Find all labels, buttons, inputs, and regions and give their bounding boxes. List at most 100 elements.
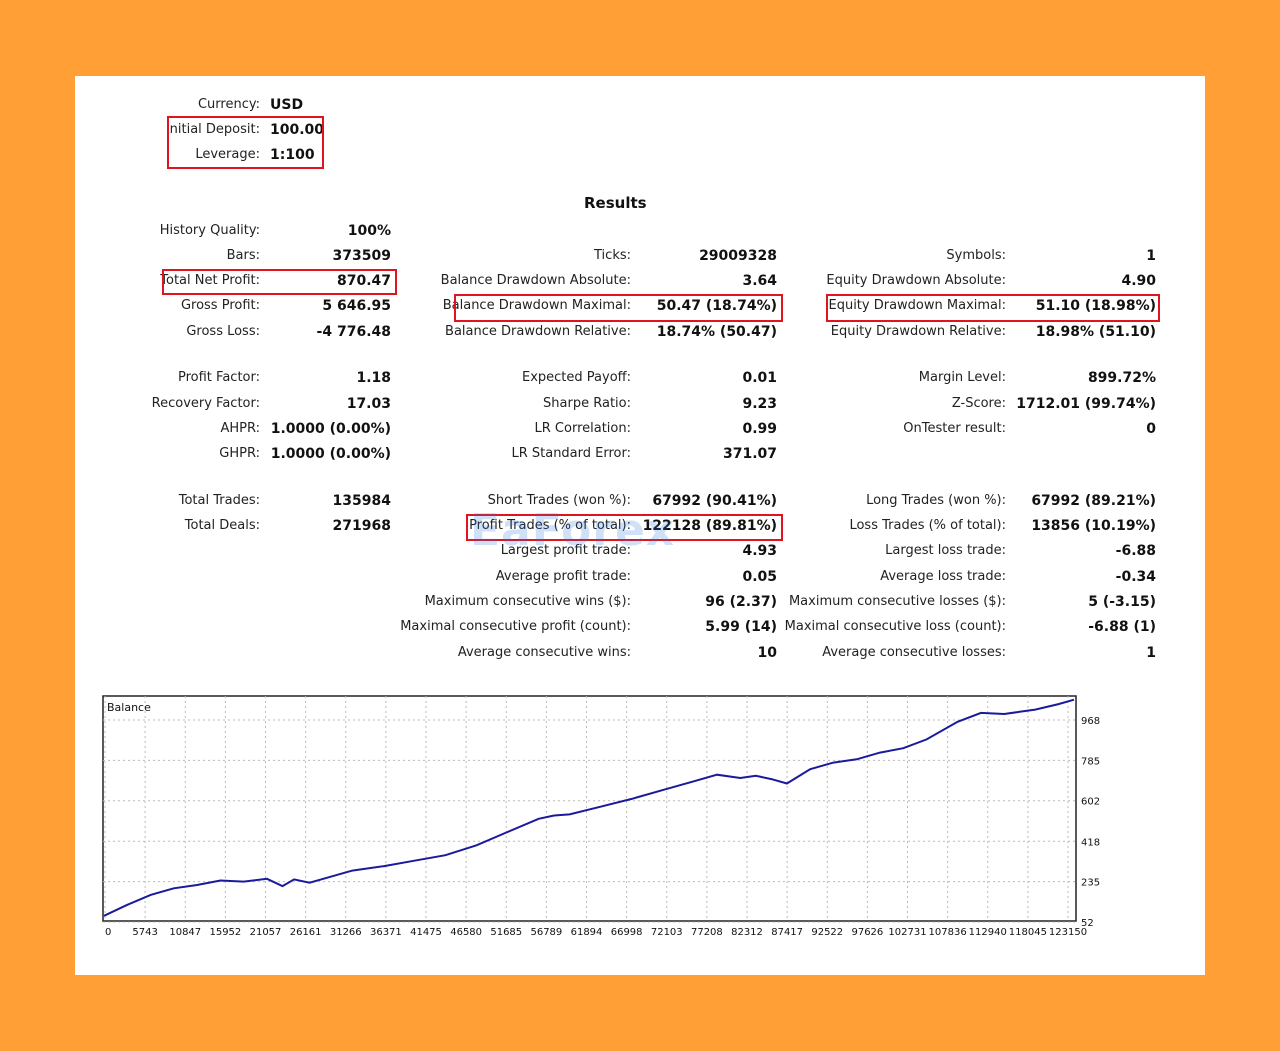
profit-factor-label: Profit Factor: bbox=[178, 370, 260, 385]
symbols-label: Symbols: bbox=[946, 248, 1006, 263]
y-tick-label: 968 bbox=[1081, 716, 1100, 727]
equity-dd-absolute-label: Equity Drawdown Absolute: bbox=[826, 273, 1006, 288]
max-consec-loss-value: -6.88 (1) bbox=[1088, 619, 1156, 635]
symbols-value: 1 bbox=[1146, 248, 1156, 264]
x-tick-label: 41475 bbox=[410, 927, 442, 938]
x-tick-label: 92522 bbox=[811, 927, 843, 938]
ticks-value: 29009328 bbox=[699, 248, 777, 264]
equity-dd-highlight bbox=[826, 294, 1160, 322]
max-consec-losses-value: 5 (-3.15) bbox=[1088, 594, 1156, 610]
balance-dd-absolute-label: Balance Drawdown Absolute: bbox=[440, 273, 631, 288]
y-tick-label: 52 bbox=[1081, 918, 1094, 929]
balance-dd-highlight bbox=[454, 294, 783, 322]
expected-payoff-label: Expected Payoff: bbox=[522, 370, 631, 385]
sharpe-ratio-label: Sharpe Ratio: bbox=[543, 396, 631, 411]
z-score-value: 1712.01 (99.74%) bbox=[1016, 396, 1156, 412]
margin-level-value: 899.72% bbox=[1087, 370, 1156, 386]
results-title: Results bbox=[584, 194, 647, 212]
x-tick-label: 36371 bbox=[370, 927, 402, 938]
max-consec-profit-label: Maximal consecutive profit (count): bbox=[400, 619, 631, 634]
y-axis-ticks: 52 235 418 602 785 968 bbox=[1081, 716, 1100, 929]
loss-trades-label: Loss Trades (% of total): bbox=[849, 518, 1006, 533]
bars-label: Bars: bbox=[226, 248, 260, 263]
loss-trades-value: 13856 (10.19%) bbox=[1031, 518, 1156, 534]
average-profit-label: Average profit trade: bbox=[495, 569, 631, 584]
ghpr-label: GHPR: bbox=[219, 446, 260, 461]
max-consec-profit-value: 5.99 (14) bbox=[705, 619, 777, 635]
x-tick-label: 15952 bbox=[209, 927, 241, 938]
equity-dd-maximal-value: 51.10 (18.98%) bbox=[1035, 298, 1156, 314]
x-tick-label: 5743 bbox=[132, 927, 157, 938]
ahpr-value: 1.0000 (0.00%) bbox=[270, 421, 391, 437]
ontester-value: 0 bbox=[1146, 421, 1156, 437]
gross-loss-label: Gross Loss: bbox=[186, 324, 260, 339]
balance-dd-maximal-value: 50.47 (18.74%) bbox=[656, 298, 777, 314]
gross-profit-value: 5 646.95 bbox=[322, 298, 391, 314]
initial-deposit-label: Initial Deposit: bbox=[165, 122, 260, 137]
currency-label: Currency: bbox=[197, 97, 260, 112]
x-tick-label: 10847 bbox=[169, 927, 201, 938]
x-tick-label: 97626 bbox=[851, 927, 883, 938]
profit-trades-value: 122128 (89.81%) bbox=[642, 518, 777, 534]
profit-trades-label: Profit Trades (% of total): bbox=[469, 518, 631, 533]
x-tick-label: 46580 bbox=[450, 927, 482, 938]
leverage-value: 1:100 bbox=[270, 147, 315, 163]
balance-series-line bbox=[103, 698, 1075, 917]
expected-payoff-value: 0.01 bbox=[742, 370, 777, 386]
chart-grid bbox=[103, 696, 1076, 923]
z-score-label: Z-Score: bbox=[951, 396, 1006, 411]
gross-profit-label: Gross Profit: bbox=[180, 298, 260, 313]
ahpr-label: AHPR: bbox=[220, 421, 260, 436]
x-tick-label: 66998 bbox=[611, 927, 643, 938]
avg-consec-wins-label: Average consecutive wins: bbox=[457, 645, 631, 660]
y-tick-label: 235 bbox=[1081, 878, 1100, 889]
x-tick-label: 102731 bbox=[888, 927, 926, 938]
max-consec-loss-label: Maximal consecutive loss (count): bbox=[784, 619, 1006, 634]
equity-dd-maximal-label: Equity Drawdown Maximal: bbox=[828, 298, 1006, 313]
x-tick-label: 72103 bbox=[651, 927, 683, 938]
x-tick-label: 31266 bbox=[330, 927, 362, 938]
max-consec-wins-label: Maximum consecutive wins ($): bbox=[424, 594, 631, 609]
short-trades-label: Short Trades (won %): bbox=[487, 493, 631, 508]
max-consec-losses-label: Maximum consecutive losses ($): bbox=[788, 594, 1006, 609]
avg-consec-losses-label: Average consecutive losses: bbox=[822, 645, 1006, 660]
largest-loss-value: -6.88 bbox=[1115, 543, 1156, 559]
total-deals-label: Total Deals: bbox=[184, 518, 260, 533]
x-tick-label: 51685 bbox=[490, 927, 522, 938]
profit-factor-value: 1.18 bbox=[356, 370, 391, 386]
history-quality-value: 100% bbox=[347, 223, 391, 239]
max-consec-wins-value: 96 (2.37) bbox=[705, 594, 777, 610]
equity-dd-relative-label: Equity Drawdown Relative: bbox=[830, 324, 1006, 339]
balance-dd-relative-label: Balance Drawdown Relative: bbox=[445, 324, 631, 339]
margin-level-label: Margin Level: bbox=[918, 370, 1006, 385]
y-tick-label: 418 bbox=[1081, 837, 1100, 848]
y-tick-label: 602 bbox=[1081, 797, 1100, 808]
balance-dd-maximal-label: Balance Drawdown Maximal: bbox=[442, 298, 631, 313]
avg-consec-losses-value: 1 bbox=[1146, 645, 1156, 661]
short-trades-value: 67992 (90.41%) bbox=[652, 493, 777, 509]
balance-dd-absolute-value: 3.64 bbox=[742, 273, 777, 289]
recovery-factor-value: 17.03 bbox=[346, 396, 391, 412]
x-tick-label: 26161 bbox=[290, 927, 322, 938]
lr-std-error-label: LR Standard Error: bbox=[511, 446, 631, 461]
largest-profit-value: 4.93 bbox=[742, 543, 777, 559]
gross-loss-value: -4 776.48 bbox=[316, 324, 391, 340]
average-loss-label: Average loss trade: bbox=[880, 569, 1006, 584]
average-loss-value: -0.34 bbox=[1115, 569, 1156, 585]
x-tick-label: 61894 bbox=[571, 927, 603, 938]
total-trades-label: Total Trades: bbox=[178, 493, 260, 508]
x-tick-label: 21057 bbox=[250, 927, 282, 938]
long-trades-value: 67992 (89.21%) bbox=[1031, 493, 1156, 509]
total-net-profit-label: Total Net Profit: bbox=[160, 273, 260, 288]
x-tick-label: 82312 bbox=[731, 927, 763, 938]
bars-value: 373509 bbox=[332, 248, 391, 264]
ticks-label: Ticks: bbox=[594, 248, 631, 263]
y-tick-label: 785 bbox=[1081, 756, 1100, 767]
long-trades-label: Long Trades (won %): bbox=[866, 493, 1006, 508]
recovery-factor-label: Recovery Factor: bbox=[151, 396, 260, 411]
x-tick-label: 107836 bbox=[929, 927, 967, 938]
currency-value: USD bbox=[270, 97, 304, 113]
x-tick-label: 112940 bbox=[969, 927, 1007, 938]
average-profit-value: 0.05 bbox=[742, 569, 777, 585]
total-net-profit-value: 870.47 bbox=[336, 273, 391, 289]
